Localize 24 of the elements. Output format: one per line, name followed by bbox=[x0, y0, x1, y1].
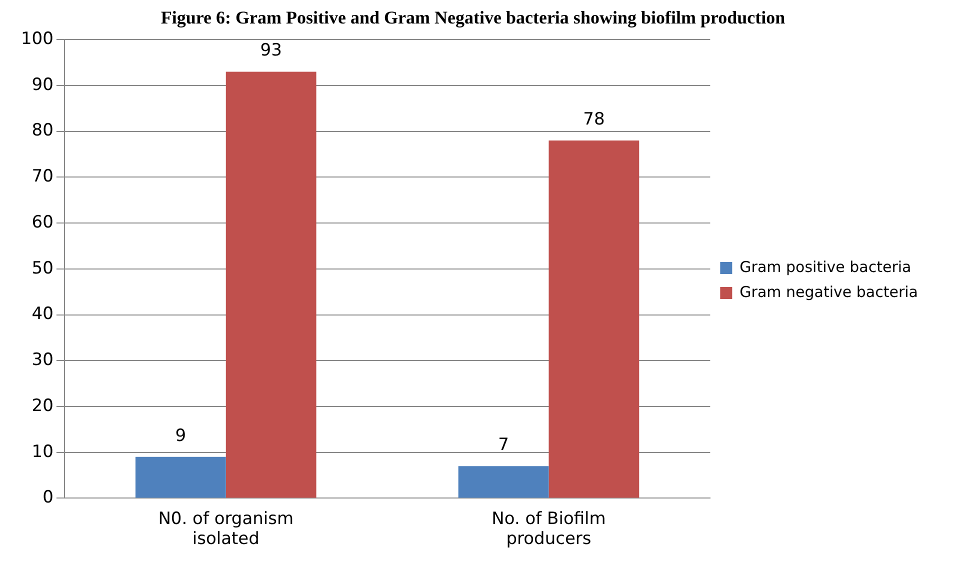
y-tick-label: 50 bbox=[32, 258, 54, 278]
y-tick-label: 90 bbox=[32, 74, 54, 95]
legend-label: Gram positive bacteria bbox=[740, 258, 912, 276]
y-tick-label: 30 bbox=[32, 350, 54, 370]
bar bbox=[548, 140, 640, 498]
y-tick-label: 60 bbox=[32, 212, 54, 232]
y-tick-label: 100 bbox=[20, 29, 54, 50]
chart-title: Figure 6: Gram Positive and Gram Negative bacteria showing biofilm production bbox=[160, 7, 786, 28]
y-tick-label: 20 bbox=[32, 396, 54, 416]
x-tick-label: No. of Biofilm producers bbox=[492, 508, 606, 550]
data-label: 78 bbox=[583, 109, 605, 130]
data-label: 93 bbox=[260, 40, 282, 61]
legend-label: Gram negative bacteria bbox=[740, 282, 918, 301]
x-tick-label: N0. of organism isolated bbox=[158, 508, 294, 550]
data-label: 7 bbox=[498, 435, 509, 456]
y-tick-label: 40 bbox=[32, 304, 54, 324]
y-tick-label: 0 bbox=[42, 488, 54, 508]
y-tick-label: 80 bbox=[32, 120, 54, 141]
y-tick-label: 10 bbox=[32, 442, 54, 462]
data-label: 9 bbox=[175, 426, 186, 446]
bar bbox=[135, 456, 226, 498]
y-tick-label: 70 bbox=[32, 166, 54, 187]
bar bbox=[226, 72, 316, 498]
bar bbox=[458, 466, 549, 498]
